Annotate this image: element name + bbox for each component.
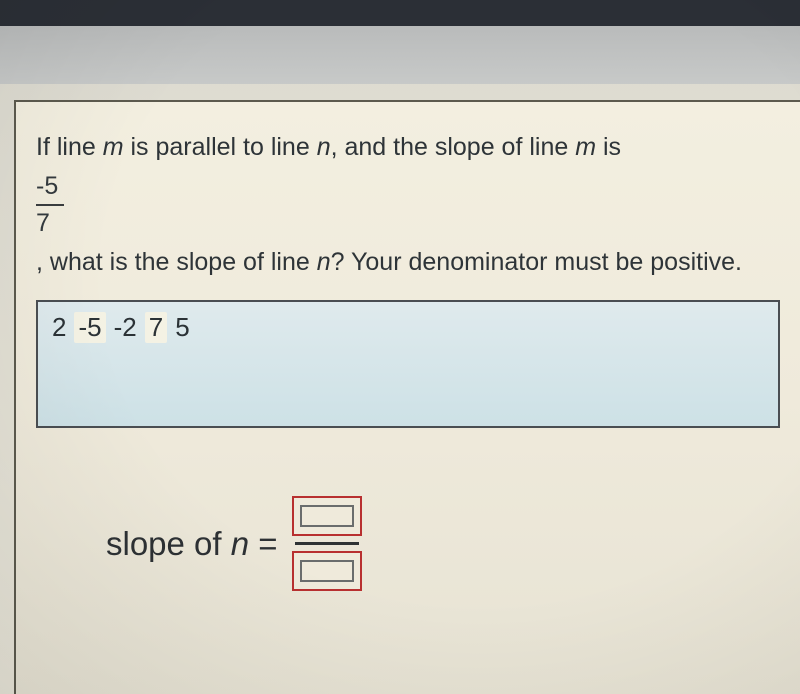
fraction-bar	[295, 542, 359, 545]
slope-label: slope of n =	[106, 525, 278, 563]
toolbar-band	[0, 26, 800, 84]
q-var-n-2: n	[317, 248, 331, 276]
slope-label-post: =	[249, 525, 277, 562]
input-placeholder-icon	[300, 505, 354, 527]
q-text-1: If line	[36, 133, 103, 161]
q2-text-1: , what is the slope of line	[36, 248, 317, 276]
window-topbar	[0, 0, 800, 26]
input-placeholder-icon	[300, 560, 354, 582]
q-text-4: is	[596, 133, 621, 161]
slope-denominator-input[interactable]	[292, 551, 362, 591]
question-text-2: , what is the slope of line n? Your deno…	[36, 243, 780, 282]
q2-text-2: ? Your denominator must be positive.	[331, 248, 742, 276]
answer-tokens: 2 -5 -2 7 5	[50, 312, 766, 343]
slope-answer-row: slope of n =	[106, 496, 780, 591]
slope-fraction-inputs	[292, 496, 362, 591]
answer-token[interactable]: 2	[50, 312, 68, 343]
given-slope-denominator: 7	[36, 206, 64, 239]
question-panel: If line m is parallel to line n, and the…	[14, 100, 800, 694]
q-var-m-1: m	[103, 133, 124, 161]
screen: If line m is parallel to line n, and the…	[0, 0, 800, 694]
answer-token[interactable]: 5	[173, 312, 191, 343]
question-text: If line m is parallel to line n, and the…	[36, 128, 780, 167]
given-slope-fraction: -5 7	[36, 171, 780, 240]
slope-numerator-input[interactable]	[292, 496, 362, 536]
answer-token[interactable]: 7	[145, 312, 167, 343]
q-var-m-2: m	[575, 133, 596, 161]
answer-bank: 2 -5 -2 7 5	[36, 300, 780, 428]
q-text-3: , and the slope of line	[331, 133, 576, 161]
given-slope-numerator: -5	[36, 171, 64, 206]
slope-var-n: n	[231, 525, 249, 562]
q-var-n-1: n	[317, 133, 331, 161]
q-text-2: is parallel to line	[124, 133, 317, 161]
slope-label-pre: slope of	[106, 525, 231, 562]
answer-token[interactable]: -2	[112, 312, 139, 343]
answer-token[interactable]: -5	[74, 312, 105, 343]
